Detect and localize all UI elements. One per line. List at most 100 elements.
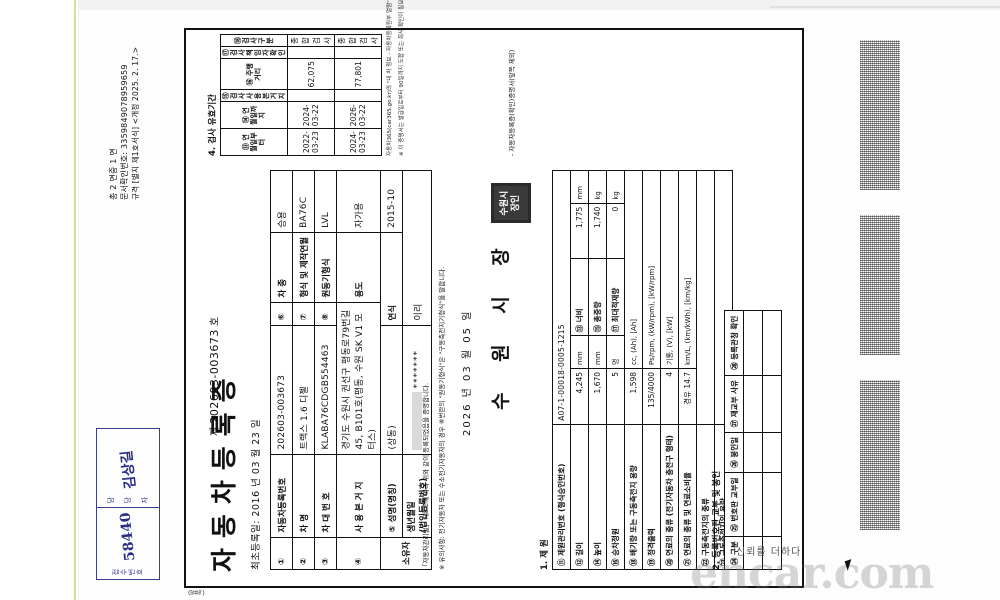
spec-label: ⑫ 길이	[570, 424, 589, 570]
plate-col-issue-date: ㉕ 번호판 교부일	[724, 472, 744, 537]
spec-number-b: 1,775	[570, 203, 589, 259]
spec-number-b: 1,740	[588, 203, 607, 259]
spec-label-text: 연료의 종류 (전기자동차 충전구 형태)	[665, 435, 674, 556]
col-confirm-label: 검사 책임자 확인	[230, 49, 286, 56]
row-label-2: 차 종	[270, 232, 293, 303]
plate-cell	[743, 472, 763, 537]
row-marker: ①	[270, 537, 293, 570]
table-row	[762, 310, 782, 570]
cell-place	[334, 89, 382, 102]
masked-dots: *******	[412, 349, 423, 389]
form-code-label: 규격 [별지 제1호서식] <개정 2025. 2. 17.>	[131, 46, 140, 200]
spec-unit: km/L, (km/kWh), [km/kg]	[678, 170, 697, 369]
col-kind-label: 검사 구분	[242, 37, 274, 44]
document-meta: 총 2 면중 1 면 문서확인번호: 3359849078959659 규격 […	[108, 0, 141, 200]
row-value-2: 승용	[270, 170, 293, 233]
model-year-label: 연식	[380, 232, 403, 326]
table-row: 2022-03-23 2024-03-22 62,075 종합검사	[287, 34, 335, 156]
table-row: ⑭ 높이 1,670 mm ⑮ 총중량 1,740 kg	[588, 170, 607, 570]
official-seal-icon: 수원시장인	[491, 183, 531, 224]
document-confirm-number: 문서확인번호: 3359849078959659	[120, 64, 129, 200]
cell-from: 2022-03-23	[287, 128, 335, 156]
spec-label-text: 제원관리번호 (형식승인번호)	[557, 463, 566, 556]
model-year-value: 2015-10	[380, 170, 403, 233]
spec-unit-b: kg	[588, 170, 607, 204]
row-marker-2: ⑥	[270, 302, 293, 326]
plate-cell	[743, 432, 763, 473]
row-marker: ④	[336, 537, 381, 570]
table-row: ㉑ 연료의 종류 및 연료소비율 경유 14.7 km/L, (km/kWh),…	[678, 170, 697, 570]
scan-margin	[0, 0, 79, 600]
spec-unit: 기통, (V), [kW]	[660, 170, 679, 369]
table-row	[743, 310, 763, 570]
legal-note-primary: 「자동차관리법」 제8조에 따라 위와 같이 등록되었음을 증명합니다.	[422, 382, 430, 570]
spec-unit: mm	[570, 335, 589, 369]
table-row: 2024-03-23 2026-03-22 77,801 종합검사	[334, 34, 382, 156]
row-label-2: 형식 및 제작연월	[292, 232, 315, 303]
inspection-validity-table: ⑬ 연월일부터 ⑭ 연월일까지 ⑮ 검사 사용본거지 ⑯ 주행 거리	[220, 34, 382, 156]
handler-label: 담 당 자	[107, 496, 149, 505]
table-header-row: ⑬ 연월일부터 ⑭ 연월일까지 ⑮ 검사 사용본거지 ⑯ 주행 거리	[220, 34, 288, 156]
spec-unit-b: kg	[606, 170, 625, 204]
spec-label: ⑳ 연료의 종류 (전기자동차 충전구 형태)	[660, 424, 679, 570]
fineprint-line-2: ※ 이 증명서는 발급일로부터 90일까지 도합 또는 회사 확인이 필요하므로…	[399, 0, 405, 156]
spec-value: A07-1-00018-0005-1215	[552, 170, 571, 425]
table-row: ② 차 명 트랙스 1.6 디젤 ⑦ 형식 및 제작연월 BA76C	[292, 170, 315, 570]
spec-value	[696, 170, 715, 425]
spec-unit: 명	[606, 335, 625, 369]
row-marker: ②	[292, 537, 315, 570]
table-row: ⑪ 제원관리번호 (형식승인번호) A07-1-00018-0005-1215	[552, 170, 571, 570]
row-value-2: BA76C	[292, 170, 315, 233]
spec-marker: ⑲	[647, 558, 656, 567]
redaction-block	[411, 391, 422, 450]
spec-label-text: 승차정원	[611, 528, 620, 556]
first-registration-date: 2016 년 03 월 23 일	[251, 418, 262, 517]
section-1-title: 1. 제 원	[540, 539, 550, 570]
row-value-2: 자가용	[336, 170, 381, 233]
plate-cell	[762, 310, 782, 376]
handler-cell: 담 당 자 김상길	[97, 447, 159, 508]
spec-label-b: ⑬ 너비	[570, 258, 589, 336]
spec-label-text: 정격출력	[647, 528, 656, 556]
spec-label-b: ⑰ 최대적재량	[606, 258, 625, 336]
col-place: ⑮ 검사 사용본거지	[220, 89, 288, 102]
cell-place	[287, 89, 335, 102]
receipt-number-cell: 접수번호 58440	[97, 507, 159, 579]
spec-marker: ⑱	[629, 558, 638, 567]
col-from-marker: ⑬	[242, 143, 250, 151]
scan-guide-line	[74, 0, 76, 600]
scan-guide-line-top	[770, 6, 1000, 8]
first-registration-label: 최초등록일:	[251, 520, 262, 570]
row-value: KLABA76CDGB554463	[314, 325, 337, 455]
spec-label-text: 길이	[575, 542, 584, 556]
spec-label-text: 연료의 종류 및 연료소비율	[683, 472, 692, 556]
spec-number: 경유 14.7	[678, 368, 697, 425]
spec-marker: ⑫	[575, 558, 584, 567]
plate-cell	[762, 432, 782, 473]
row-value-2: LVL	[314, 170, 337, 233]
table-row: ⑯ 승차정원 5 명 ⑰ 최대적재량 0 kg	[606, 170, 625, 570]
vehicle-registration-certificate: (앞쪽) 자동차등록증 제 202603-003673 호 최초등록일: 201…	[184, 0, 804, 597]
cell-to: 2026-03-22	[334, 101, 382, 129]
spec-number: 135/4000	[642, 368, 661, 425]
cell-from: 2024-03-23	[334, 128, 382, 156]
table-row: ③ 차 대 번 호 KLABA76CDGB554463 ⑧ 원동기형식 LVL	[314, 170, 337, 570]
row-label: 차 대 번 호	[314, 454, 337, 538]
birth-label-text: 생년월일	[407, 501, 417, 533]
row-label: 사 용 본 거 지	[336, 454, 381, 538]
handler-value: 김상길	[119, 449, 139, 490]
col-from: ⑬ 연월일부터	[220, 128, 288, 156]
scan-artifact-middle	[860, 215, 900, 355]
col-mileage: ⑯ 주행 거리	[220, 58, 288, 90]
cell-mileage: 77,801	[334, 58, 382, 90]
spec-marker: ⑳	[665, 558, 674, 567]
registration-number-line: 제 202603-003673 호	[206, 317, 221, 436]
section-4-title: 4. 검사 유효기간	[208, 94, 218, 156]
spec-number: 4,245	[570, 368, 589, 425]
spec-unit: Ps/rpm, (kW/rpm), [kW/rpm]	[642, 170, 661, 369]
registration-number-suffix: 호	[210, 316, 221, 326]
spec-label: ⑭ 높이	[588, 424, 607, 570]
owner-name-label: ⑤ 성명(명칭)	[380, 454, 403, 538]
row-marker: ③	[314, 537, 337, 570]
